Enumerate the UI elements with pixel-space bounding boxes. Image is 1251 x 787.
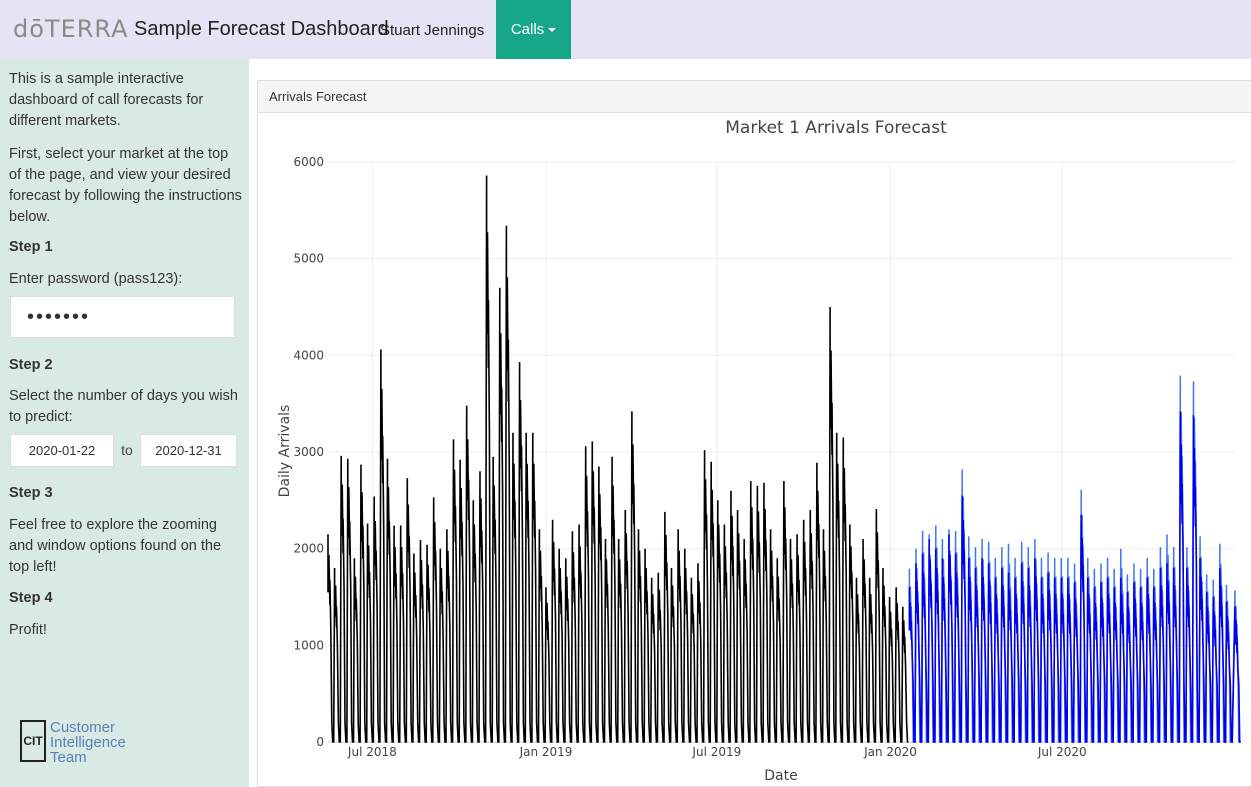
- cit-logo-text: Customer Intelligence Team: [50, 720, 126, 765]
- step3-title: Step 3: [9, 485, 53, 501]
- actual-arrivals-line: [327, 175, 909, 743]
- user-name: Stuart Jennings: [380, 22, 485, 39]
- date-end-input[interactable]: 2020-12-31: [140, 434, 237, 467]
- cit-logo-line3: Team: [50, 749, 87, 766]
- y-tick-label: 6000: [293, 155, 324, 169]
- step2-title: Step 2: [9, 357, 53, 373]
- x-tick-label: Jan 2019: [519, 745, 573, 759]
- step4-text: Profit!: [9, 622, 47, 638]
- sidebar: This is a sample interactive dashboard o…: [0, 59, 249, 787]
- y-tick-label: 2000: [293, 542, 324, 556]
- x-tick-label: Jan 2020: [863, 745, 917, 759]
- cit-logo-mark: CIT: [20, 720, 46, 762]
- password-input[interactable]: •••••••: [10, 296, 235, 338]
- calls-dropdown-label: Calls: [510, 21, 545, 38]
- password-label: Enter password (pass123):: [9, 271, 183, 287]
- sidebar-instructions: First, select your market at the top of …: [9, 146, 242, 225]
- doterra-logo[interactable]: dōTERRA: [13, 15, 129, 43]
- x-tick-label: Jul 2019: [691, 745, 741, 759]
- date-range-label: Select the number of days you wish to pr…: [9, 388, 238, 425]
- cit-logo-line2: Intelligence: [50, 734, 126, 751]
- step1-title: Step 1: [9, 239, 53, 255]
- forecast-panel: Arrivals Forecast 0 1000 2000 3000 4000 5000 6…: [257, 80, 1251, 787]
- x-tick-label: Jul 2020: [1037, 745, 1087, 759]
- y-axis-title: Daily Arrivals: [277, 405, 293, 498]
- date-start-input[interactable]: 2020-01-22: [10, 434, 114, 467]
- top-navbar: dōTERRA Sample Forecast Dashboard Stuart…: [0, 0, 1251, 59]
- y-tick-label: 1000: [293, 638, 324, 652]
- y-tick-label: 0: [316, 735, 324, 749]
- x-axis-title: Date: [764, 768, 797, 784]
- panel-heading: Arrivals Forecast: [258, 81, 1251, 113]
- forecast-line: [908, 411, 1241, 743]
- arrivals-chart[interactable]: 0 1000 2000 3000 4000 5000 6000 Jul 2018 Jan 201…: [258, 81, 1251, 786]
- step3-text: Feel free to explore the zooming and win…: [9, 517, 222, 575]
- sidebar-intro: This is a sample interactive dashboard o…: [9, 71, 204, 129]
- step4-title: Step 4: [9, 590, 53, 606]
- caret-down-icon: [548, 27, 557, 32]
- cit-logo-line1: Customer: [50, 719, 116, 736]
- dashboard-title[interactable]: Sample Forecast Dashboard: [134, 18, 389, 40]
- chart-title: Market 1 Arrivals Forecast: [725, 118, 947, 138]
- x-tick-label: Jul 2018: [347, 745, 397, 759]
- y-tick-label: 3000: [293, 445, 324, 459]
- y-tick-label: 5000: [293, 252, 324, 266]
- calls-dropdown[interactable]: Calls: [496, 0, 571, 59]
- date-range-separator: to: [121, 442, 133, 458]
- y-tick-label: 4000: [293, 348, 324, 362]
